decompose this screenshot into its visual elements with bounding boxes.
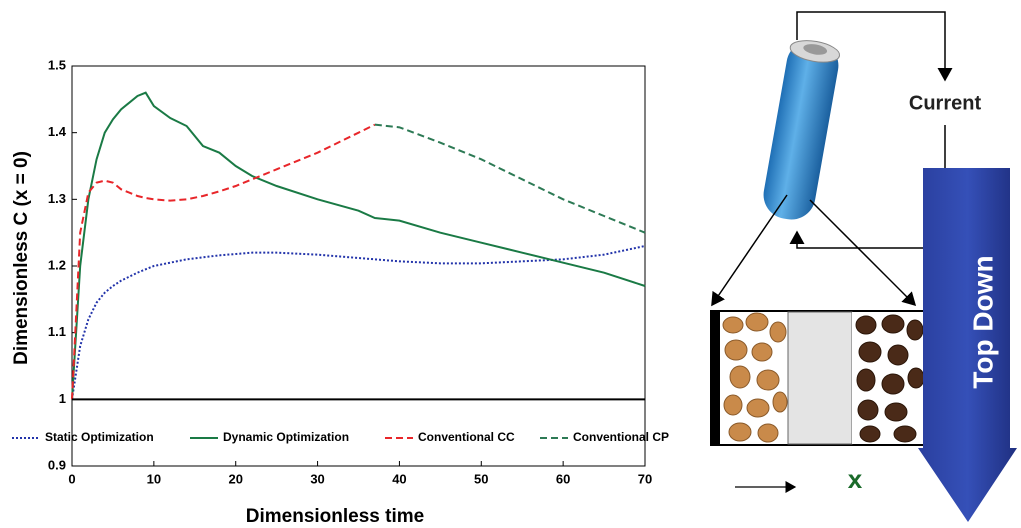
x-tick-label: 0 <box>68 471 75 486</box>
series-line <box>374 123 646 234</box>
legend-label: Conventional CP <box>573 430 669 444</box>
y-tick-label: 1 <box>59 391 66 406</box>
y-tick-label: 1.4 <box>48 124 67 139</box>
current-wire <box>796 11 953 82</box>
x-tick-label: 30 <box>310 471 324 486</box>
x-tick-label: 50 <box>474 471 488 486</box>
series-line <box>71 245 646 400</box>
top-down-arrow <box>918 168 1017 522</box>
diagram: Current x <box>710 11 1017 522</box>
series-line <box>71 123 376 400</box>
x-tick-label: 20 <box>228 471 242 486</box>
current-label: Current <box>909 92 982 114</box>
y-axis-label: Dimensionless C (x = 0) <box>11 151 32 365</box>
y-tick-label: 1.1 <box>48 324 66 339</box>
y-tick-label: 1.3 <box>48 191 66 206</box>
x-axis-label: Dimensionless time <box>246 506 424 527</box>
legend-label: Static Optimization <box>45 430 154 444</box>
electrode-cell <box>710 310 937 446</box>
top-down-label: Top Down <box>967 255 998 388</box>
x-tick-label: 60 <box>556 471 570 486</box>
x-tick-label: 10 <box>147 471 161 486</box>
zoom-arrow <box>809 199 917 307</box>
zoom-arrow <box>711 194 788 307</box>
y-tick-label: 1.2 <box>48 257 66 272</box>
battery <box>763 40 841 220</box>
direction-label: x <box>848 464 863 494</box>
x-tick-label: 40 <box>392 471 406 486</box>
y-tick-label: 1.5 <box>48 57 66 72</box>
legend-label: Dynamic Optimization <box>223 430 349 444</box>
legend-label: Conventional CC <box>418 430 515 444</box>
y-tick-label: 0.9 <box>48 457 66 472</box>
series-line <box>71 91 646 400</box>
x-tick-label: 70 <box>638 471 652 486</box>
chart: Dimensionless time Dimensionless C (x = … <box>11 57 669 527</box>
